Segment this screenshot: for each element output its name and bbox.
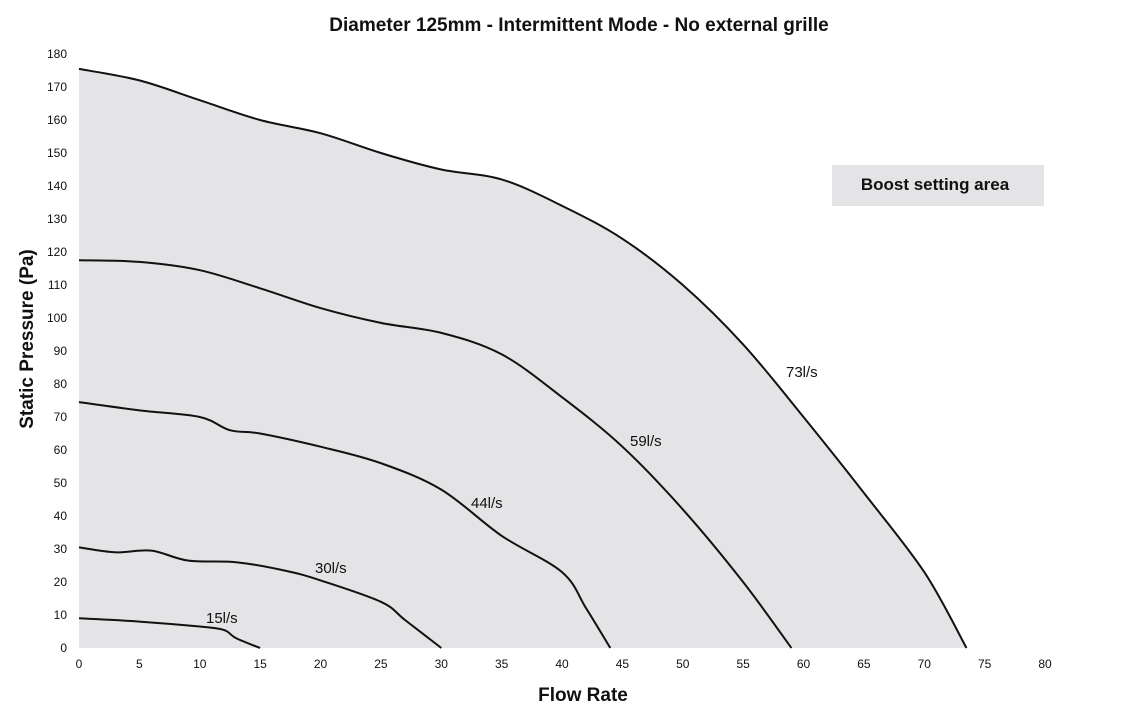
curve-59ls — [78, 259, 793, 649]
curve-73ls — [78, 67, 968, 649]
x-tick-label: 35 — [495, 657, 509, 671]
y-tick-label: 130 — [47, 212, 67, 226]
y-axis-title: Static Pressure (Pa) — [17, 249, 38, 429]
y-tick-label: 30 — [54, 542, 68, 556]
curve-label-15ls: 15l/s — [206, 610, 238, 627]
y-tick-label: 160 — [47, 113, 67, 127]
y-tick-label: 60 — [54, 443, 68, 457]
x-tick-label: 15 — [253, 657, 267, 671]
x-axis-title: Flow Rate — [538, 685, 628, 706]
y-tick-label: 90 — [54, 344, 68, 358]
x-tick-label: 80 — [1038, 657, 1052, 671]
x-tick-label: 5 — [136, 657, 143, 671]
y-tick-label: 140 — [47, 179, 67, 193]
y-tick-label: 110 — [48, 278, 67, 292]
y-tick-label: 70 — [54, 410, 68, 424]
y-tick-label: 150 — [47, 146, 67, 160]
x-tick-label: 10 — [193, 657, 207, 671]
x-tick-label: 25 — [374, 657, 388, 671]
boost-setting-area-label: Boost setting area — [861, 175, 1010, 194]
x-tick-label: 45 — [616, 657, 630, 671]
boost-setting-area-fill — [79, 68, 967, 648]
shaded-area-layer — [79, 68, 967, 648]
curve-15ls — [78, 617, 261, 649]
y-tick-label: 80 — [54, 377, 68, 391]
y-tick-label: 170 — [47, 80, 67, 94]
y-tick-label: 40 — [54, 509, 68, 523]
x-tick-label: 75 — [978, 657, 992, 671]
curve-label-73ls: 73l/s — [786, 364, 818, 381]
curve-layer: 73l/s 59l/s 44l/s 30l/s 15l/s — [78, 67, 968, 649]
boost-setting-area-box — [832, 165, 1044, 206]
y-tick-label: 120 — [47, 245, 67, 259]
x-tick-label: 70 — [918, 657, 932, 671]
curve-label-59ls: 59l/s — [630, 433, 662, 450]
boost-setting-area-callout: Boost setting area — [832, 165, 1044, 206]
y-axis-ticks: 0 10 20 30 40 50 60 70 80 90 100 110 120 130 140 150 160… — [47, 47, 67, 655]
x-tick-label: 30 — [435, 657, 449, 671]
x-tick-label: 55 — [736, 657, 750, 671]
y-tick-label: 0 — [60, 641, 67, 655]
y-tick-label: 50 — [54, 476, 68, 490]
chart-title: Diameter 125mm - Intermittent Mode - No … — [329, 15, 828, 36]
curve-label-30ls: 30l/s — [315, 560, 347, 577]
x-tick-label: 0 — [76, 657, 83, 671]
curve-label-44ls: 44l/s — [471, 495, 503, 512]
x-axis-ticks: 0 5 10 15 20 25 30 35 40 45 50 55 60 65 70 75 80 — [76, 657, 1052, 671]
y-tick-label: 180 — [47, 47, 67, 61]
x-tick-label: 50 — [676, 657, 690, 671]
curve-44ls — [78, 401, 612, 649]
x-tick-label: 65 — [857, 657, 871, 671]
x-tick-label: 60 — [797, 657, 811, 671]
x-tick-label: 40 — [555, 657, 569, 671]
y-tick-label: 100 — [47, 311, 67, 325]
x-tick-label: 20 — [314, 657, 328, 671]
y-tick-label: 10 — [54, 608, 68, 622]
y-tick-label: 20 — [54, 575, 68, 589]
curve-30ls — [78, 546, 442, 649]
